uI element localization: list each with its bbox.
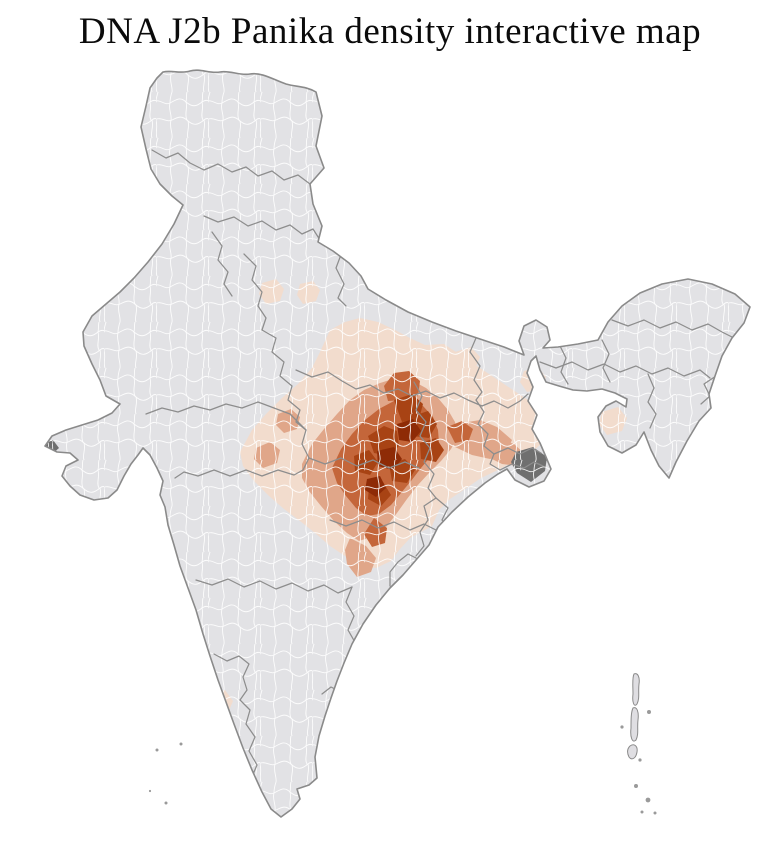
- lakshadweep-islands[interactable]: [148, 742, 183, 805]
- page-title: DNA J2b Panika density interactive map: [78, 11, 702, 52]
- andaman-nicobar-islands[interactable]: [620, 673, 657, 815]
- india-outline: [44, 69, 751, 818]
- state-borders: [145, 149, 735, 811]
